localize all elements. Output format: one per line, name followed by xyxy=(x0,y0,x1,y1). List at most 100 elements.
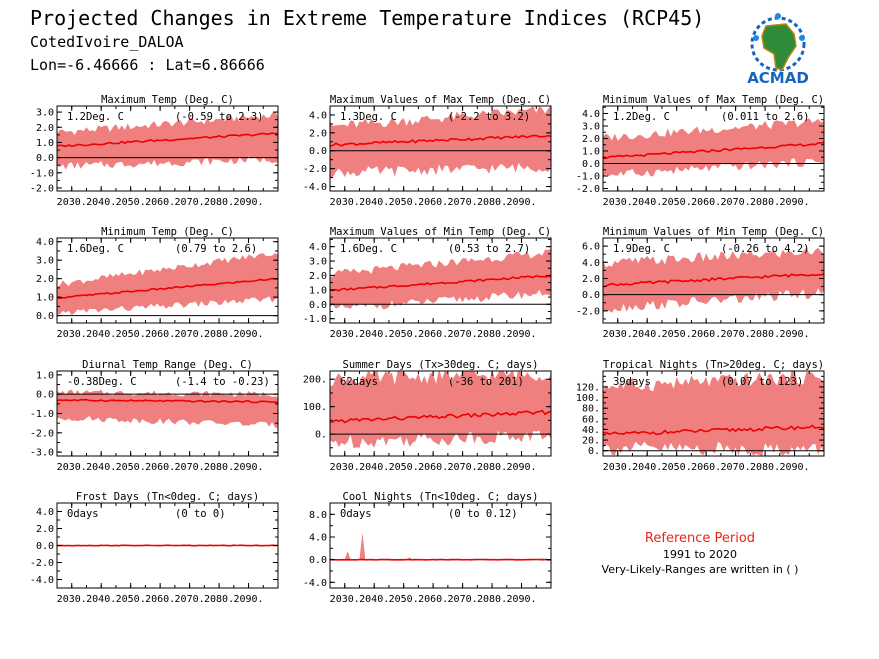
y-tick-label: 0. xyxy=(315,430,327,441)
chart-panel: 0. 100. 200. 2030. 2040. 2050. 2060. 2070. 2080.… xyxy=(303,359,552,473)
y-tick-label: 0.0 xyxy=(309,300,327,311)
chart-panel: -2.0 -1.0 0.0 1.0 2.0 3.0 2030. 2040. 2050. 2060.… xyxy=(30,94,279,208)
x-tick-label: 2060. xyxy=(418,329,448,340)
mean-line xyxy=(603,272,824,288)
x-tick-label: 2060. xyxy=(418,462,448,473)
chart-panel: -4.0 -2.0 0.0 2.0 4.0 2030. 2040. 2050. 2060. 207… xyxy=(30,491,279,605)
x-tick-label: 2060. xyxy=(418,197,448,208)
y-tick-label: 0.0 xyxy=(309,555,327,566)
mean-line xyxy=(330,274,551,292)
likely-range-label: (-1.4 to -0.23) xyxy=(175,376,270,388)
x-tick-label: 2030. xyxy=(57,329,87,340)
y-tick-label: -2.0 xyxy=(30,558,54,569)
mean-line xyxy=(57,277,278,300)
chart-title: Frost Days (Tn<0deg. C; days) xyxy=(76,491,259,503)
likely-range-label: (-36 to 201) xyxy=(448,376,524,388)
y-tick-label: 2.0 xyxy=(309,128,327,139)
likely-range-label: (0.53 to 2.7) xyxy=(448,243,530,255)
y-tick-label: -3.0 xyxy=(30,448,54,459)
mean-line xyxy=(330,409,551,424)
y-tick-label: -2.0 xyxy=(576,306,600,317)
y-tick-label: 4.0 xyxy=(36,507,54,518)
x-tick-label: 2040. xyxy=(359,462,389,473)
plot-area xyxy=(603,118,824,179)
x-tick-label: 2030. xyxy=(57,594,87,605)
x-tick-label: 2070. xyxy=(721,462,751,473)
y-tick-label: 0.0 xyxy=(582,159,600,170)
y-tick-label: 120. xyxy=(576,382,600,393)
y-tick-label: 2.0 xyxy=(36,274,54,285)
plot-frame xyxy=(56,237,279,324)
chart-panel: 0.20.40.60.80.100.120. 2030. 2040. 2050. 206… xyxy=(576,359,825,473)
x-tick-label: 2070. xyxy=(175,594,205,605)
x-tick-label: 2050. xyxy=(389,462,419,473)
x-tick-label: 2090. xyxy=(233,329,263,340)
x-tick-label: 2090. xyxy=(233,197,263,208)
location-label: CotedIvoire_DALOA xyxy=(30,33,184,51)
chart-title: Diurnal Temp Range (Deg. C) xyxy=(82,359,253,371)
y-tick-label: -1.0 xyxy=(30,409,54,420)
x-tick-label: 2070. xyxy=(448,462,478,473)
x-tick-label: 2040. xyxy=(86,197,116,208)
x-tick-label: 2040. xyxy=(86,329,116,340)
y-tick-label: 2.0 xyxy=(309,271,327,282)
y-tick-label: -2.0 xyxy=(576,184,600,195)
mean-line xyxy=(57,132,278,148)
x-tick-label: 2060. xyxy=(145,197,175,208)
y-tick-label: 0.0 xyxy=(582,290,600,301)
y-tick-label: 1.0 xyxy=(36,370,54,381)
y-tick-label: 0.0 xyxy=(309,146,327,157)
x-tick-label: 2050. xyxy=(662,329,692,340)
mean-change-label: 0days xyxy=(340,508,372,520)
y-tick-label: 0. xyxy=(588,446,600,457)
y-tick-label: 4.0 xyxy=(309,110,327,121)
x-tick-label: 2030. xyxy=(603,329,633,340)
range-band xyxy=(330,248,551,310)
y-tick-label: 3.0 xyxy=(582,122,600,133)
y-tick-label: 4.0 xyxy=(582,109,600,120)
plot-area xyxy=(603,371,824,456)
y-tick-label: 0.0 xyxy=(36,390,54,401)
x-tick-label: 2090. xyxy=(506,329,536,340)
mean-change-label: 1.6Deg. C xyxy=(67,243,124,255)
x-tick-label: 2080. xyxy=(750,197,780,208)
plot-frame xyxy=(329,502,552,589)
mean-change-label: 39days xyxy=(613,376,651,388)
plot-frame xyxy=(329,237,552,324)
chart-title: Minimum Values of Min Temp (Deg. C) xyxy=(603,226,824,238)
reference-note: Very-Likely-Ranges are written in ( ) xyxy=(601,563,799,576)
x-tick-label: 2040. xyxy=(632,197,662,208)
x-tick-label: 2050. xyxy=(116,197,146,208)
y-tick-label: 2.0 xyxy=(36,524,54,535)
x-tick-label: 2040. xyxy=(86,594,116,605)
range-spike xyxy=(344,551,351,560)
x-tick-label: 2030. xyxy=(603,462,633,473)
mean-change-label: 1.2Deg. C xyxy=(613,111,670,123)
chart-title: Minimum Values of Max Temp (Deg. C) xyxy=(603,94,824,106)
reference-years: 1991 to 2020 xyxy=(662,548,738,561)
x-tick-label: 2050. xyxy=(389,197,419,208)
x-tick-label: 2090. xyxy=(506,594,536,605)
x-tick-label: 2040. xyxy=(359,329,389,340)
y-tick-label: 4.0 xyxy=(309,533,327,544)
y-tick-label: 100. xyxy=(576,393,600,404)
x-tick-label: 2080. xyxy=(477,329,507,340)
y-tick-label: 1.0 xyxy=(582,147,600,158)
y-tick-label: 3.0 xyxy=(36,256,54,267)
plot-frame xyxy=(602,237,825,324)
x-tick-label: 2080. xyxy=(477,197,507,208)
chart-title: Maximum Values of Max Temp (Deg. C) xyxy=(330,94,551,106)
mean-line xyxy=(57,544,278,547)
mean-change-label: 1.6Deg. C xyxy=(340,243,397,255)
x-tick-label: 2030. xyxy=(330,329,360,340)
mean-line xyxy=(603,141,824,160)
chart-title: Maximum Temp (Deg. C) xyxy=(101,94,234,106)
x-tick-label: 2050. xyxy=(116,462,146,473)
y-tick-label: 200. xyxy=(303,375,327,386)
y-tick-label: -1.0 xyxy=(303,314,327,325)
plot-area xyxy=(330,248,551,310)
mean-line xyxy=(603,424,824,436)
range-band xyxy=(330,106,551,179)
x-tick-label: 2030. xyxy=(330,462,360,473)
x-tick-label: 2090. xyxy=(779,197,809,208)
